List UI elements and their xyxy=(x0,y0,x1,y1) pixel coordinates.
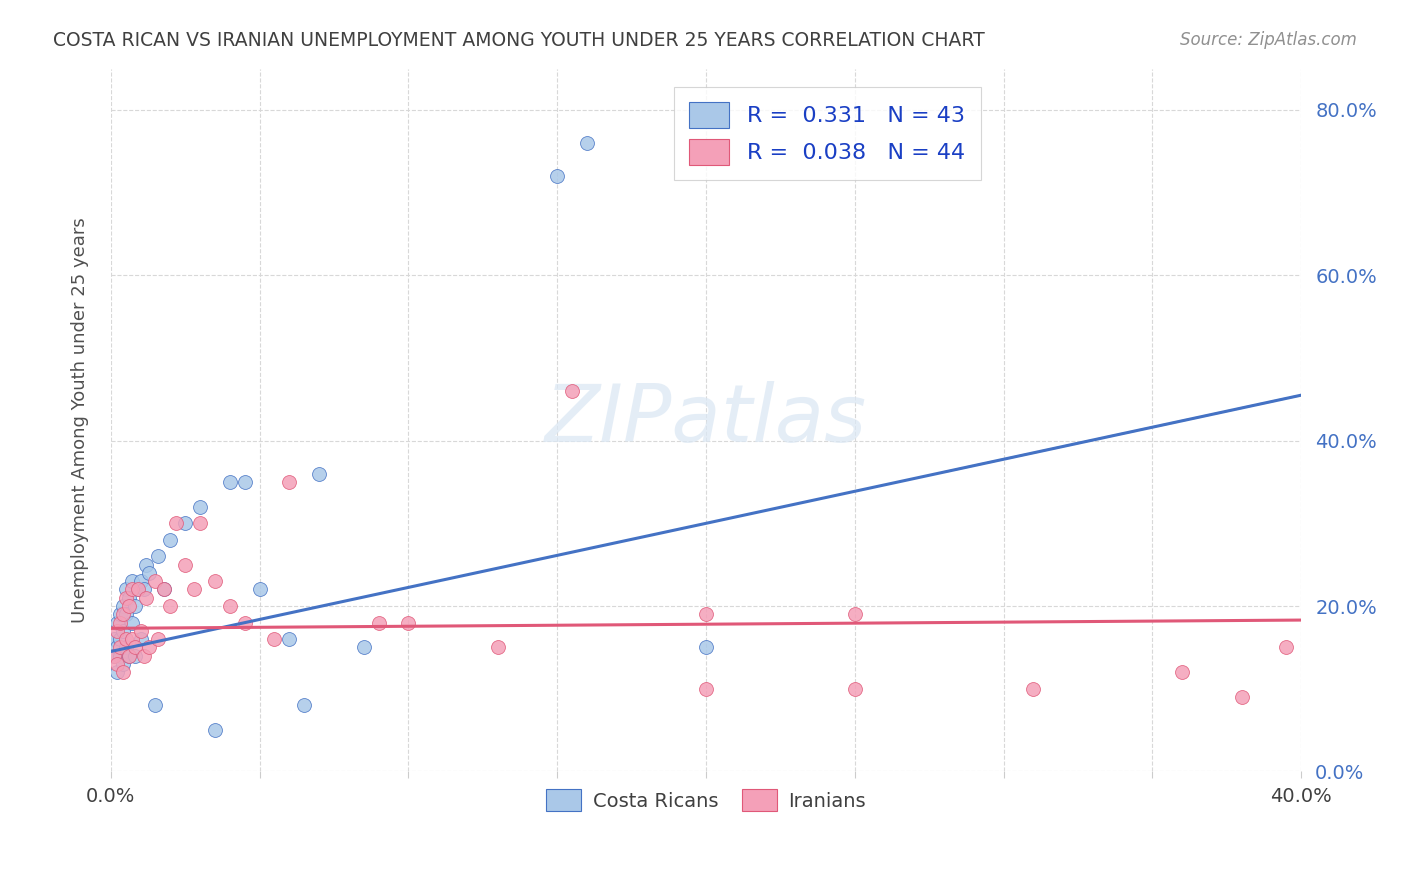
Point xyxy=(188,516,211,531)
Point xyxy=(695,640,717,655)
Point xyxy=(105,615,128,630)
Point xyxy=(218,599,240,613)
Point xyxy=(153,582,176,597)
Point xyxy=(233,475,256,489)
Point xyxy=(103,648,125,663)
Point xyxy=(103,648,125,663)
Point xyxy=(114,640,136,655)
Point xyxy=(105,640,128,655)
Point xyxy=(138,640,160,655)
Point xyxy=(132,582,155,597)
Point xyxy=(129,632,152,646)
Point xyxy=(367,615,389,630)
Text: Source: ZipAtlas.com: Source: ZipAtlas.com xyxy=(1180,31,1357,49)
Point xyxy=(124,648,146,663)
Point xyxy=(121,615,143,630)
Point xyxy=(233,615,256,630)
Point xyxy=(1171,665,1194,680)
Point xyxy=(127,582,149,597)
Point xyxy=(111,665,134,680)
Point xyxy=(153,582,176,597)
Point xyxy=(561,384,583,398)
Point xyxy=(145,698,167,713)
Point xyxy=(132,648,155,663)
Point xyxy=(204,574,226,589)
Point xyxy=(292,698,315,713)
Point xyxy=(103,632,125,646)
Point xyxy=(111,657,134,671)
Point xyxy=(278,632,301,646)
Point xyxy=(353,640,375,655)
Point xyxy=(124,640,146,655)
Point xyxy=(114,582,136,597)
Y-axis label: Unemployment Among Youth under 25 years: Unemployment Among Youth under 25 years xyxy=(72,217,89,623)
Point xyxy=(695,681,717,696)
Point xyxy=(1230,690,1253,704)
Legend: Costa Ricans, Iranians: Costa Ricans, Iranians xyxy=(533,775,880,825)
Point xyxy=(148,632,170,646)
Point xyxy=(183,582,205,597)
Point xyxy=(105,665,128,680)
Point xyxy=(105,624,128,638)
Point xyxy=(263,632,285,646)
Text: ZIPatlas: ZIPatlas xyxy=(546,381,868,459)
Point xyxy=(1022,681,1045,696)
Point xyxy=(121,632,143,646)
Point xyxy=(105,657,128,671)
Point xyxy=(108,648,131,663)
Point xyxy=(124,599,146,613)
Point xyxy=(695,607,717,622)
Point xyxy=(165,516,187,531)
Point xyxy=(121,582,143,597)
Point xyxy=(117,599,139,613)
Point xyxy=(159,599,181,613)
Point xyxy=(249,582,271,597)
Point xyxy=(138,566,160,580)
Point xyxy=(204,723,226,737)
Point xyxy=(308,467,330,481)
Point xyxy=(844,607,866,622)
Point xyxy=(114,632,136,646)
Point xyxy=(135,591,157,605)
Point xyxy=(546,169,568,183)
Point xyxy=(108,607,131,622)
Point xyxy=(844,681,866,696)
Point xyxy=(278,475,301,489)
Point xyxy=(188,500,211,514)
Point xyxy=(129,624,152,638)
Point xyxy=(218,475,240,489)
Point xyxy=(135,558,157,572)
Point xyxy=(108,632,131,646)
Point xyxy=(145,574,167,589)
Point xyxy=(174,516,197,531)
Point xyxy=(121,574,143,589)
Point xyxy=(174,558,197,572)
Point xyxy=(108,615,131,630)
Point xyxy=(486,640,509,655)
Point xyxy=(117,648,139,663)
Point xyxy=(114,607,136,622)
Point xyxy=(111,624,134,638)
Text: COSTA RICAN VS IRANIAN UNEMPLOYMENT AMONG YOUTH UNDER 25 YEARS CORRELATION CHART: COSTA RICAN VS IRANIAN UNEMPLOYMENT AMON… xyxy=(53,31,986,50)
Point xyxy=(159,533,181,547)
Point xyxy=(117,648,139,663)
Point xyxy=(127,582,149,597)
Point xyxy=(148,549,170,564)
Point xyxy=(396,615,419,630)
Point xyxy=(1275,640,1298,655)
Point xyxy=(575,136,598,150)
Point xyxy=(114,591,136,605)
Point xyxy=(117,591,139,605)
Point xyxy=(111,599,134,613)
Point xyxy=(111,607,134,622)
Point xyxy=(108,640,131,655)
Point xyxy=(129,574,152,589)
